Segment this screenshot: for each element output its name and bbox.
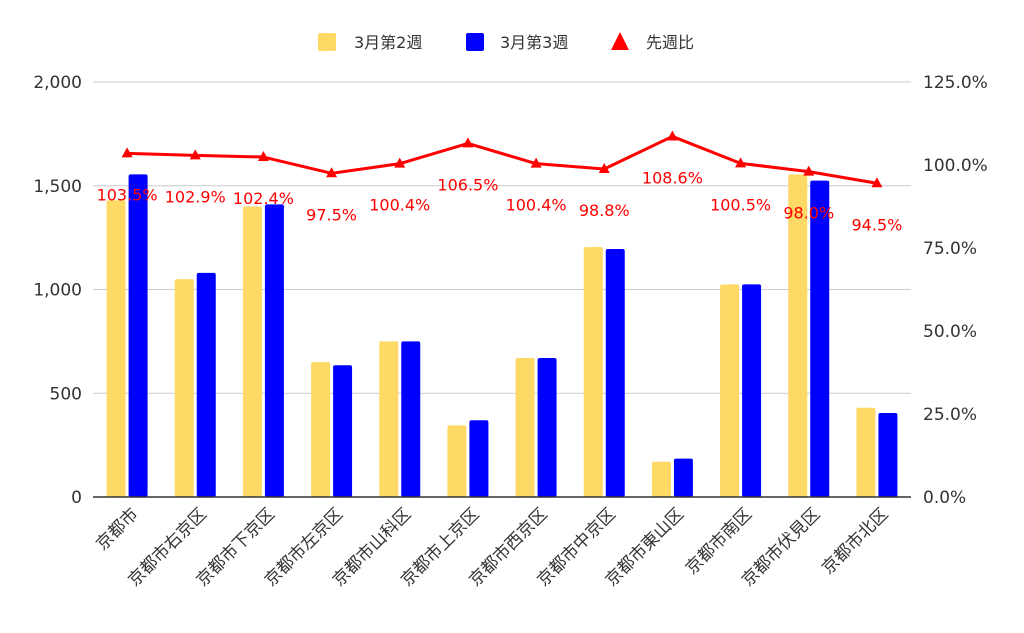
left-tick-label: 2,000 (33, 73, 82, 93)
bar-series-2[interactable] (196, 272, 216, 497)
ratio-data-label: 98.0% (783, 204, 834, 223)
ratio-data-label: 102.4% (233, 189, 294, 208)
ratio-data-label: 98.8% (579, 201, 630, 220)
bar-series-1[interactable] (720, 284, 740, 497)
right-axis: 0.0% 25.0% 50.0% 75.0% 100.0% 125.0% (923, 73, 988, 508)
right-tick-label: 100.0% (923, 156, 988, 176)
ratio-marker[interactable] (803, 165, 815, 176)
legend-item-series-2[interactable]: 3月第3週 (466, 33, 568, 52)
legend-triangle-icon (611, 32, 629, 50)
left-axis: 0 500 1,000 1,500 2,000 (33, 73, 82, 508)
ratio-data-label: 100.4% (506, 196, 567, 215)
ratio-marker[interactable] (598, 162, 610, 173)
bar-series-1[interactable] (174, 279, 194, 497)
bar-series-1[interactable] (311, 362, 331, 497)
ratio-line (127, 134, 878, 185)
bar-series-1[interactable] (856, 407, 876, 497)
ratio-data-label: 97.5% (306, 205, 357, 224)
bar-series-1[interactable] (106, 200, 126, 497)
legend-swatch-series-1 (318, 33, 336, 51)
legend-label-series-2: 3月第3週 (500, 33, 568, 52)
ratio-marker[interactable] (871, 177, 883, 188)
ratio-marker[interactable] (121, 147, 133, 158)
bar-series-1[interactable] (515, 357, 535, 497)
ratio-data-label: 108.6% (642, 168, 703, 187)
ratio-marker[interactable] (666, 130, 678, 141)
bar-series-1[interactable] (242, 206, 262, 498)
category-labels: 京都市京都市右京区京都市下京区京都市左京区京都市山科区京都市上京区京都市西京区京… (92, 504, 892, 590)
bar-series-2[interactable] (742, 284, 762, 497)
legend-item-series-1[interactable]: 3月第2週 (318, 33, 422, 52)
ratio-marker[interactable] (326, 167, 338, 178)
ratio-data-label: 94.5% (852, 215, 903, 234)
bar-series-2[interactable] (810, 180, 830, 497)
ratio-data-label: 103.5% (97, 185, 158, 204)
ratio-marker[interactable] (530, 157, 542, 168)
right-tick-label: 25.0% (923, 405, 977, 425)
category-label: 京都市北区 (818, 504, 892, 578)
line-series (121, 130, 883, 188)
ratio-marker[interactable] (462, 137, 474, 148)
ratio-data-label: 100.5% (710, 195, 771, 214)
right-tick-label: 125.0% (923, 73, 988, 93)
ratio-data-label: 102.9% (165, 187, 226, 206)
bar-series-1[interactable] (379, 341, 399, 497)
bar-series-2[interactable] (128, 174, 148, 497)
bar-series-2[interactable] (333, 365, 353, 497)
bar-series-1[interactable] (447, 425, 467, 497)
bar-series-2[interactable] (878, 412, 898, 497)
bar-series-1[interactable] (651, 461, 671, 497)
ratio-data-label: 106.5% (437, 175, 498, 194)
left-tick-label: 500 (50, 384, 82, 404)
category-label: 京都市 (92, 504, 142, 554)
bar-series-1[interactable] (583, 246, 603, 497)
bars (106, 174, 898, 498)
ratio-marker[interactable] (735, 157, 747, 168)
ratio-marker[interactable] (189, 149, 201, 160)
left-tick-label: 0 (71, 488, 82, 508)
category-label: 京都市南区 (682, 504, 756, 578)
ratio-marker[interactable] (394, 157, 406, 168)
right-tick-label: 0.0% (923, 488, 966, 508)
gridlines (93, 81, 911, 394)
bar-series-2[interactable] (605, 249, 625, 497)
ratio-data-label: 100.4% (369, 196, 430, 215)
left-tick-label: 1,500 (33, 177, 82, 197)
bar-series-2[interactable] (673, 458, 693, 497)
bar-series-1[interactable] (788, 174, 808, 497)
legend-swatch-series-2 (466, 33, 484, 51)
left-tick-label: 1,000 (33, 281, 82, 301)
bar-series-2[interactable] (264, 204, 284, 498)
right-tick-label: 75.0% (923, 239, 977, 259)
bar-series-2[interactable] (401, 341, 421, 497)
bar-series-2[interactable] (537, 357, 557, 497)
legend: 3月第2週 3月第3週 先週比 (318, 32, 694, 52)
legend-label-series-3: 先週比 (646, 33, 694, 52)
data-labels: 103.5% 102.9% 102.4% 97.5% 100.4% 106.5% 100.4… (97, 168, 903, 234)
legend-label-series-1: 3月第2週 (354, 33, 422, 52)
legend-item-series-3[interactable]: 先週比 (611, 32, 694, 52)
bar-series-2[interactable] (469, 420, 489, 497)
right-tick-label: 50.0% (923, 322, 977, 342)
ratio-marker[interactable] (257, 151, 269, 162)
